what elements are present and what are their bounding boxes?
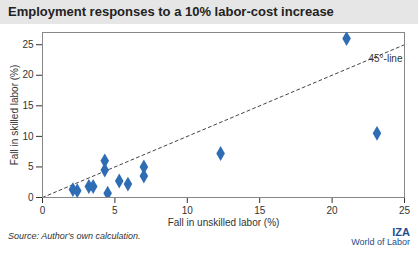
svg-text:15: 15 bbox=[22, 100, 34, 111]
svg-text:20: 20 bbox=[327, 205, 339, 216]
svg-text:Fall in skilled labor (%): Fall in skilled labor (%) bbox=[9, 65, 20, 166]
svg-text:0: 0 bbox=[28, 192, 34, 203]
svg-text:45°-line: 45°-line bbox=[368, 53, 402, 64]
svg-text:25: 25 bbox=[22, 39, 34, 50]
svg-text:20: 20 bbox=[22, 69, 34, 80]
svg-text:15: 15 bbox=[254, 205, 266, 216]
svg-text:Fall in unskilled labor (%): Fall in unskilled labor (%) bbox=[168, 217, 280, 228]
html-text:IZA: IZA bbox=[392, 226, 410, 238]
html-text:Source: Author's own calculati: Source: Author's own calculation. bbox=[8, 231, 141, 241]
html-text:Employment responses to a 10%: Employment responses to a 10% labor-cost… bbox=[8, 4, 334, 19]
svg-text:10: 10 bbox=[22, 131, 34, 142]
svg-text:25: 25 bbox=[399, 205, 411, 216]
svg-text:0: 0 bbox=[40, 205, 46, 216]
html-text:World of Labor: World of Labor bbox=[351, 237, 410, 247]
svg-text:5: 5 bbox=[28, 161, 34, 172]
svg-text:5: 5 bbox=[112, 205, 118, 216]
svg-text:10: 10 bbox=[182, 205, 194, 216]
